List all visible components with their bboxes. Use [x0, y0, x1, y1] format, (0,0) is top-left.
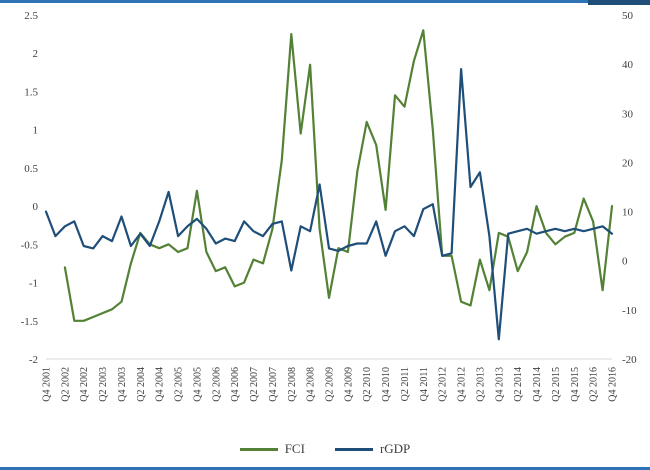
- y-left-tick-label: 1.5: [24, 86, 38, 98]
- fci-line-swatch: [239, 447, 278, 451]
- x-tick-label: Q4 2001: [42, 367, 53, 402]
- x-tick-label: Q2 2011: [400, 367, 411, 401]
- legend-item-rgdp: rGDP: [334, 441, 411, 457]
- y-left-tick-label: 1: [33, 125, 39, 137]
- y-right-tick-label: -20: [622, 354, 637, 366]
- x-tick-label: Q2 2012: [438, 367, 449, 402]
- y-right-tick-label: 30: [622, 108, 634, 120]
- y-left-tick-label: 0: [33, 201, 39, 213]
- legend-label-fci: FCI: [284, 441, 305, 456]
- dual-axis-line-chart: 2.5 2 1.5 1 0.5 0 -0.5 -1 -1.5 -2 50 40 30 20 10 0 -10 -2…: [21, 10, 638, 402]
- top-border-accent: [588, 0, 650, 5]
- x-tick-label: Q4 2007: [268, 367, 279, 402]
- x-tick-label: Q2 2016: [589, 367, 600, 402]
- x-tick-label: Q2 2002: [60, 367, 71, 402]
- y-right-tick-label: 40: [622, 59, 634, 71]
- top-border: [0, 0, 650, 3]
- x-tick-label: Q2 2014: [513, 367, 524, 402]
- x-tick-label: Q4 2016: [608, 367, 619, 402]
- x-tick-label: Q2 2009: [325, 367, 336, 402]
- x-tick-label: Q4 2015: [570, 367, 581, 402]
- y-left-tick-label: -1.5: [21, 316, 39, 328]
- fci-series-line: [63, 29, 614, 322]
- x-tick-label: Q4 2009: [343, 367, 354, 402]
- y-left-tick-label: -1: [29, 278, 38, 290]
- y-right-tick-label: 20: [622, 157, 634, 169]
- rgdp-line-swatch: [334, 447, 373, 451]
- x-tick-label: Q4 2012: [457, 367, 468, 402]
- y-right-tick-label: 50: [622, 10, 634, 22]
- y-left-tick-label: -0.5: [21, 239, 39, 251]
- x-tick-label: Q4 2002: [79, 367, 90, 402]
- y-left-tick-label: -2: [29, 354, 38, 366]
- y-right-tick-label: 10: [622, 207, 634, 219]
- x-tick-label: Q2 2007: [249, 367, 260, 402]
- y-right-tick-label: 0: [622, 256, 628, 268]
- bottom-border: [0, 467, 650, 470]
- y-left-tick-label: 2.5: [24, 10, 38, 22]
- x-tick-label: Q2 2010: [362, 367, 373, 402]
- x-tick-label: Q2 2003: [98, 367, 109, 402]
- x-tick-label: Q4 2014: [532, 367, 543, 402]
- y-left-tick-label: 2: [33, 48, 39, 60]
- x-tick-label: Q4 2010: [381, 367, 392, 402]
- x-tick-label: Q4 2005: [192, 367, 203, 402]
- legend-label-rgdp: rGDP: [379, 441, 411, 456]
- x-tick-label: Q2 2015: [551, 367, 562, 402]
- chart-legend: FCI rGDP: [0, 441, 650, 457]
- x-tick-label: Q4 2013: [494, 367, 505, 402]
- x-tick-label: Q2 2008: [287, 367, 298, 402]
- y-right-tick-label: -10: [622, 305, 637, 317]
- y-left-tick-label: 0.5: [24, 163, 38, 175]
- legend-item-fci: FCI: [239, 441, 305, 457]
- x-tick-label: Q4 2004: [155, 367, 166, 402]
- x-tick-label: Q4 2008: [306, 367, 317, 402]
- x-tick-label: Q4 2003: [117, 367, 128, 402]
- x-tick-label: Q2 2013: [475, 367, 486, 402]
- x-tick-label: Q2 2004: [136, 367, 147, 402]
- x-tick-label: Q4 2011: [419, 367, 430, 401]
- x-tick-label: Q2 2005: [174, 367, 185, 402]
- rgdp-series-line: [44, 68, 614, 341]
- x-tick-label: Q4 2006: [230, 367, 241, 402]
- x-tick-label: Q2 2006: [211, 367, 222, 402]
